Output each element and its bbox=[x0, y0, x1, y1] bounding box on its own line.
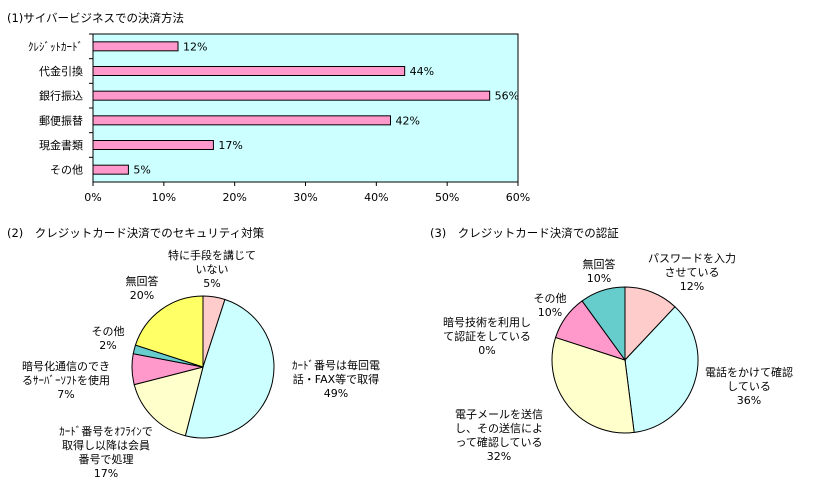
slice-label: し、その送信によ bbox=[455, 421, 543, 435]
slice-label: している bbox=[727, 380, 771, 393]
category-label: 銀行振込 bbox=[39, 89, 83, 103]
slice-label: ｶｰﾄﾞ番号をｵﾌﾗｲﾝで bbox=[59, 425, 153, 438]
slice-value: 36% bbox=[737, 394, 761, 407]
slice-label: 取得し以降は会員 bbox=[62, 438, 150, 452]
pie-slice bbox=[184, 298, 275, 439]
pie-slice bbox=[133, 366, 204, 437]
slice-value: 10% bbox=[538, 306, 562, 319]
slice-label: 話・FAX等で取得 bbox=[293, 372, 379, 386]
bar bbox=[92, 66, 406, 76]
slice-label: パスワードを入力 bbox=[648, 252, 736, 265]
x-tick-label: 0% bbox=[84, 191, 101, 204]
slice-value: 2% bbox=[99, 339, 116, 352]
slice-label: 特に手段を講じて bbox=[168, 248, 256, 262]
slice-label: 無回答 bbox=[126, 274, 159, 288]
bar bbox=[92, 41, 179, 52]
pie-slice bbox=[134, 295, 204, 368]
slice-label: るｻｰﾊﾞｰｿﾌﾄを使用 bbox=[22, 374, 110, 387]
x-tick-label: 60% bbox=[506, 191, 530, 204]
slice-label: 暗号化通信のでき bbox=[22, 359, 110, 373]
category-label: その他 bbox=[50, 164, 83, 177]
category-label: 郵便振替 bbox=[39, 113, 83, 127]
bar bbox=[92, 90, 491, 101]
bar bbox=[92, 140, 214, 150]
x-tick-label: 10% bbox=[152, 191, 176, 204]
slice-value: 49% bbox=[324, 387, 348, 400]
x-tick-label: 50% bbox=[435, 191, 459, 204]
slice-label: 電子メールを送信 bbox=[455, 407, 543, 421]
slice-label: 番号で処理 bbox=[79, 453, 134, 466]
slice-value: 32% bbox=[487, 450, 511, 463]
x-tick-label: 20% bbox=[222, 191, 246, 204]
slice-label: 無回答 bbox=[583, 257, 616, 271]
chart-title: (2) クレジットカード決済でのセキュリティ対策 bbox=[7, 226, 265, 240]
slice-label: って確認している bbox=[455, 435, 542, 449]
data-label: 17% bbox=[218, 139, 242, 152]
chart-title: (1)サイバービジネスでの決済方法 bbox=[7, 11, 184, 25]
slice-value: 12% bbox=[680, 280, 704, 293]
slice-value: 17% bbox=[94, 467, 118, 480]
slice-label: 暗号技術を利用し bbox=[443, 315, 531, 329]
bar bbox=[92, 115, 391, 126]
category-label: 代金引換 bbox=[39, 64, 83, 78]
data-label: 56% bbox=[495, 90, 519, 103]
slice-label: その他 bbox=[92, 325, 125, 338]
slice-value: 7% bbox=[57, 388, 74, 401]
slice-label: させている bbox=[665, 266, 720, 279]
x-tick-label: 40% bbox=[364, 191, 388, 204]
slice-value: 5% bbox=[203, 277, 220, 290]
data-label: 12% bbox=[183, 40, 207, 53]
pie-slice bbox=[624, 306, 699, 433]
slice-value: 0% bbox=[478, 344, 495, 357]
data-label: 42% bbox=[396, 114, 420, 127]
slice-label: て認証をしている bbox=[443, 329, 531, 343]
slice-label: いない bbox=[196, 263, 229, 276]
bar-chart: (1)サイバービジネスでの決済方法 ｸﾚｼﾞｯﾄｶｰﾄﾞ 12% 代金引換 44% 銀行振… bbox=[7, 11, 530, 204]
plot-area bbox=[92, 33, 519, 183]
category-label: 現金書類 bbox=[39, 138, 83, 152]
slice-label: ｶｰﾄﾞ番号は毎回電 bbox=[292, 359, 380, 372]
slice-label: 電話をかけて確認 bbox=[705, 365, 793, 379]
chart-title: (3) クレジットカード決済での認証 bbox=[430, 226, 619, 240]
bar bbox=[92, 164, 129, 175]
x-tick-label: 30% bbox=[293, 191, 317, 204]
category-label: ｸﾚｼﾞｯﾄｶｰﾄﾞ bbox=[28, 40, 83, 53]
pie-slice bbox=[551, 336, 635, 434]
slice-value: 20% bbox=[130, 289, 154, 302]
slice-value: 10% bbox=[587, 272, 611, 285]
pie-slice bbox=[581, 286, 626, 362]
slice-label: その他 bbox=[534, 292, 567, 305]
data-label: 5% bbox=[133, 164, 150, 177]
data-label: 44% bbox=[410, 65, 434, 78]
